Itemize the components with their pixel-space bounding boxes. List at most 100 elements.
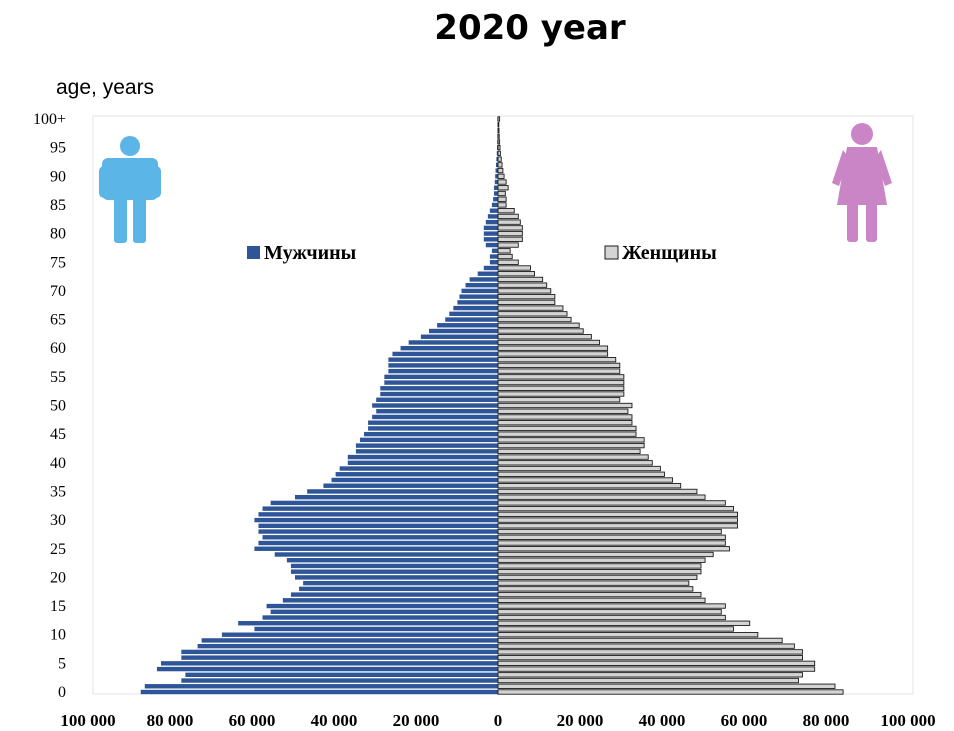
bar-male-age-53: [380, 386, 498, 391]
bar-male-age-95: [496, 145, 498, 150]
bar-male-age-54: [384, 380, 498, 385]
bar-female-age-10: [497, 632, 759, 638]
bar-male-age-13: [262, 615, 498, 620]
bar-male-age-35: [307, 489, 498, 494]
bar-female-age-17: [497, 591, 702, 598]
bar-male-age-4: [156, 666, 498, 672]
bar-female-age-43: [497, 442, 645, 449]
bar-female-age-50: [497, 402, 633, 409]
bar-female-age-93: [497, 156, 502, 162]
y-tick-label: 50: [50, 398, 66, 415]
x-tick-label: 60 000: [229, 711, 276, 730]
bar-female-age-71: [497, 282, 548, 288]
legend: Мужчины Женщины: [247, 242, 717, 264]
y-tick-label: 35: [50, 483, 66, 500]
bar-male-age-17: [290, 592, 498, 597]
bar-male-age-8: [197, 643, 498, 649]
bar-male-age-45: [364, 431, 498, 437]
bar-male-age-18: [299, 586, 498, 592]
bar-female-age-64: [497, 322, 580, 328]
bar-female-age-65: [497, 316, 572, 323]
bar-female-age-12: [497, 620, 751, 626]
bar-male-age-10: [221, 632, 499, 637]
bar-female-age-60: [497, 345, 609, 351]
bar-male-age-29: [258, 523, 498, 529]
y-tick-label: 5: [58, 655, 66, 672]
bar-female-age-18: [497, 586, 694, 592]
x-tick-label: 20 000: [393, 711, 440, 730]
bar-female-age-2: [497, 677, 799, 684]
bar-male-age-2: [181, 678, 498, 683]
bar-male-age-15: [266, 603, 498, 609]
bar-female-age-62: [497, 334, 592, 340]
bar-male-age-91: [495, 168, 498, 173]
bar-female-age-49: [497, 408, 629, 414]
y-tick-label: 75: [50, 254, 66, 271]
y-tick-label: 90: [50, 168, 66, 185]
bar-male-age-50: [372, 403, 498, 408]
bars-group: [140, 116, 844, 695]
bar-female-age-28: [497, 528, 722, 535]
x-tick-label: 100 000: [880, 711, 935, 730]
bar-male-age-9: [201, 638, 498, 643]
bar-female-age-53: [497, 385, 625, 391]
bar-male-age-31: [258, 512, 498, 517]
bar-female-age-4: [497, 666, 816, 672]
bar-male-age-21: [290, 569, 498, 574]
bar-male-age-73: [477, 271, 498, 276]
bar-female-age-61: [497, 339, 600, 346]
bar-female-age-63: [497, 328, 584, 334]
bar-male-age-89: [494, 179, 498, 185]
bar-male-age-61: [408, 340, 498, 345]
bar-female-age-77: [497, 248, 511, 254]
bar-male-age-72: [469, 277, 498, 282]
bar-female-age-52: [497, 391, 625, 397]
bar-female-age-90: [497, 173, 505, 179]
bar-female-age-91: [497, 167, 504, 174]
bar-male-age-6: [181, 655, 498, 660]
bar-female-age-88: [497, 185, 509, 191]
bar-male-age-33: [270, 500, 498, 506]
bar-female-age-95: [497, 144, 501, 151]
bar-male-age-75: [489, 260, 498, 265]
bar-male-age-3: [185, 672, 498, 678]
bar-male-age-28: [258, 529, 498, 534]
bar-female-age-46: [497, 425, 637, 432]
bar-female-age-70: [497, 288, 552, 294]
legend-female-swatch: [604, 245, 619, 260]
bar-female-age-80: [497, 230, 523, 237]
bar-male-age-55: [384, 374, 498, 380]
bar-male-age-84: [489, 208, 498, 213]
bar-male-age-88: [493, 185, 498, 190]
bar-male-age-62: [420, 334, 498, 339]
bar-male-age-86: [493, 197, 498, 202]
bar-male-age-80: [483, 231, 498, 236]
bar-male-age-68: [457, 300, 498, 305]
legend-male-swatch: [247, 246, 260, 259]
bar-male-age-59: [392, 351, 498, 357]
bar-female-age-55: [497, 374, 625, 380]
bar-female-age-39: [497, 465, 661, 472]
x-tick-label: 0: [494, 711, 503, 730]
bar-male-age-63: [428, 328, 498, 334]
bar-male-age-25: [254, 546, 498, 551]
bar-female-age-100: [497, 116, 501, 122]
bar-male-age-14: [270, 609, 498, 614]
bar-female-age-67: [497, 305, 564, 311]
bar-female-age-59: [497, 351, 609, 357]
bar-male-age-32: [262, 506, 498, 511]
bar-male-age-27: [262, 535, 498, 540]
x-tick-label: 100 000: [60, 711, 115, 730]
bar-male-age-87: [493, 191, 498, 196]
bar-female-age-33: [497, 500, 726, 506]
bar-male-age-82: [485, 219, 498, 225]
bar-female-age-31: [497, 511, 738, 518]
legend-female-label: Женщины: [622, 242, 717, 264]
bar-male-age-51: [376, 397, 498, 402]
y-tick-label: 65: [50, 312, 66, 329]
bar-male-age-74: [483, 265, 498, 271]
bar-male-age-39: [339, 466, 498, 471]
bar-female-age-0: [497, 689, 844, 695]
bar-female-age-1: [497, 683, 836, 689]
